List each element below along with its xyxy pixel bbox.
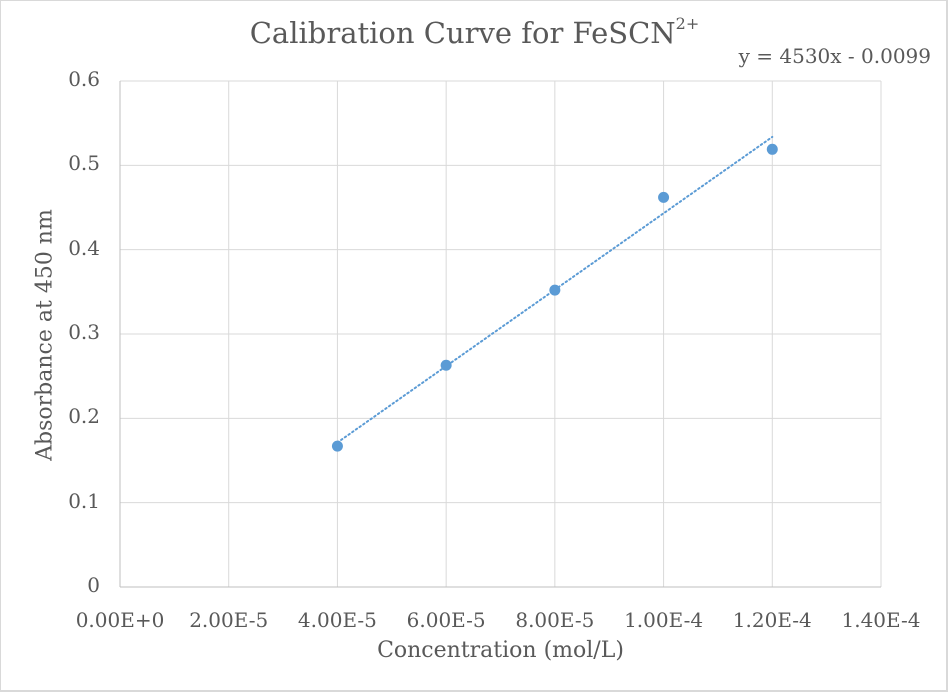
title-superscript: 2+	[675, 14, 700, 33]
y-tick-label: 0.1	[68, 488, 100, 513]
x-axis-label: Concentration (mol/L)	[377, 638, 624, 663]
y-tick-label: 0.4	[68, 235, 100, 260]
x-tick-label: 1.40E-4	[841, 608, 921, 632]
x-tick-label: 2.00E-5	[189, 608, 269, 632]
y-tick-label: 0.3	[68, 320, 100, 344]
x-tick-label: 4.00E-5	[297, 608, 377, 632]
x-tick-label: 1.20E-4	[732, 608, 812, 632]
y-tick-label: 0.6	[68, 67, 100, 91]
y-tick-label: 0	[87, 573, 100, 597]
data-point	[766, 143, 778, 155]
data-point	[331, 440, 343, 452]
x-tick-label: 1.00E-4	[624, 608, 704, 632]
chart-title: Calibration Curve for FeSCN2+	[249, 14, 700, 50]
y-tick-label: 0.2	[68, 404, 100, 429]
trendline-equation: y = 4530x - 0.0099	[738, 44, 931, 68]
x-tick-label: 6.00E-5	[406, 608, 486, 632]
x-tick-label: 8.00E-5	[515, 608, 595, 632]
data-point	[440, 359, 452, 371]
data-point	[658, 191, 670, 203]
y-tick-label: 0.5	[68, 151, 100, 176]
y-axis-label: Absorbance at 450 nm	[32, 209, 58, 461]
x-tick-label: 0.00E+0	[75, 608, 165, 632]
data-point	[549, 284, 561, 296]
